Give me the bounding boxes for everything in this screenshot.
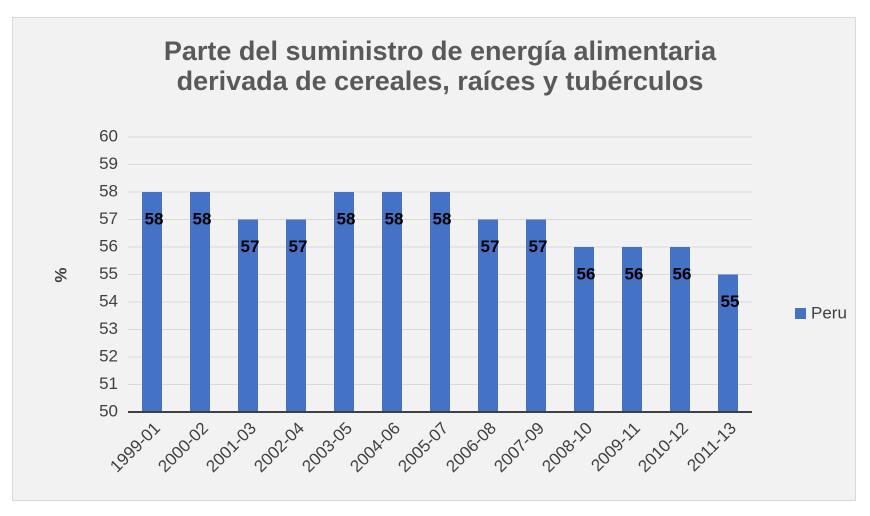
x-tick-label: 2009-11 (587, 419, 644, 476)
y-tick-label: 58 (99, 181, 118, 200)
y-tick-label: 50 (99, 401, 118, 420)
bar (478, 219, 498, 412)
x-tick-label: 2001-03 (202, 419, 260, 477)
bar (670, 247, 690, 412)
data-label: 58 (433, 209, 452, 228)
legend-label: Peru (811, 303, 847, 322)
data-label: 58 (193, 209, 212, 228)
bar (574, 247, 594, 412)
bar (142, 192, 162, 412)
x-tick-label: 2004-06 (346, 419, 404, 477)
data-label: 56 (577, 264, 596, 283)
data-label: 56 (625, 264, 644, 283)
data-label: 58 (385, 209, 404, 228)
bar (334, 192, 354, 412)
bar (382, 192, 402, 412)
bar (526, 219, 546, 412)
y-axis-label: % (51, 267, 70, 282)
bar (718, 274, 738, 412)
y-tick-label: 56 (99, 236, 118, 255)
x-tick-label: 2010-12 (634, 419, 692, 477)
x-tick-label: 2008-10 (538, 419, 596, 477)
y-tick-label: 57 (99, 209, 118, 228)
y-tick-label: 60 (99, 126, 118, 145)
y-tick-label: 53 (99, 319, 118, 338)
data-label: 58 (145, 209, 164, 228)
data-label: 55 (721, 292, 740, 311)
x-tick-label: 2002-04 (250, 419, 308, 477)
x-tick-label: 1999-01 (106, 419, 164, 477)
y-tick-label: 51 (99, 374, 118, 393)
bar (430, 192, 450, 412)
x-tick-label: 2005-07 (394, 419, 452, 477)
x-tick-label: 2000-02 (154, 419, 212, 477)
bar (238, 219, 258, 412)
x-tick-label: 2003-05 (298, 419, 356, 477)
x-tick-label: 2007-09 (490, 419, 548, 477)
y-tick-label: 59 (99, 154, 118, 173)
data-label: 58 (337, 209, 356, 228)
data-label: 57 (241, 237, 260, 256)
legend-swatch (795, 308, 806, 319)
data-label: 57 (289, 237, 308, 256)
y-tick-label: 55 (99, 264, 118, 283)
data-label: 57 (529, 237, 548, 256)
y-tick-label: 52 (99, 346, 118, 365)
bar (190, 192, 210, 412)
x-tick-label: 2006-08 (442, 419, 500, 477)
y-tick-label: 54 (99, 291, 118, 310)
chart-title: Parte del suministro de energía alimenta… (163, 36, 717, 96)
data-label: 57 (481, 237, 500, 256)
data-label: 56 (673, 264, 692, 283)
bar (622, 247, 642, 412)
x-tick-label: 2011-13 (683, 419, 740, 476)
bar (286, 219, 306, 412)
